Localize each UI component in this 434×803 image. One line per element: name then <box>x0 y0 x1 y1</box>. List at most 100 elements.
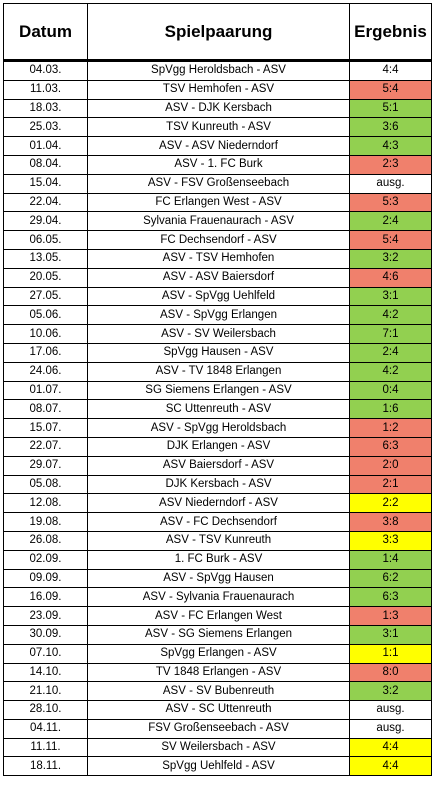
date-cell: 26.08. <box>3 530 88 551</box>
result-cell: 7:1 <box>349 324 432 344</box>
result-cell: ausg. <box>349 173 432 194</box>
match-cell: ASV - FC Dechsendorf <box>87 512 350 532</box>
match-cell: Sylvania Frauenaurach - ASV <box>87 211 350 232</box>
date-cell: 14.10. <box>3 662 88 683</box>
date-cell: 19.08. <box>3 512 88 532</box>
table-row: 08.07. SC Uttenreuth - ASV 1:6 <box>3 399 432 420</box>
match-cell: SV Weilersbach - ASV <box>87 737 350 758</box>
match-cell: DJK Kersbach - ASV <box>87 474 350 495</box>
table-row: 07.10. SpVgg Erlangen - ASV 1:1 <box>3 643 432 664</box>
result-cell: 2:4 <box>349 211 432 232</box>
match-cell: ASV - 1. FC Burk <box>87 154 350 175</box>
match-cell: TSV Kunreuth - ASV <box>87 117 350 138</box>
match-cell: SpVgg Uehlfeld - ASV <box>87 756 350 777</box>
match-cell: ASV - SpVgg Uehlfeld <box>87 286 350 307</box>
table-row: 20.05. ASV - ASV Baiersdorf 4:6 <box>3 267 432 288</box>
date-cell: 05.06. <box>3 305 88 326</box>
match-cell: ASV - FSV Großenseebach <box>87 173 350 194</box>
match-cell: 1. FC Burk - ASV <box>87 549 350 570</box>
match-cell: ASV - TSV Kunreuth <box>87 530 350 551</box>
table-row: 29.04. Sylvania Frauenaurach - ASV 2:4 <box>3 211 432 232</box>
table-row: 23.09. ASV - FC Erlangen West 1:3 <box>3 606 432 626</box>
match-cell: ASV - ASV Baiersdorf <box>87 267 350 288</box>
date-cell: 04.03. <box>3 60 88 81</box>
match-cell: DJK Erlangen - ASV <box>87 436 350 457</box>
result-cell: 1:3 <box>349 606 432 626</box>
result-cell: 1:4 <box>349 549 432 570</box>
date-cell: 17.06. <box>3 342 88 363</box>
match-cell: ASV - ASV Niederndorf <box>87 136 350 156</box>
match-cell: SpVgg Hausen - ASV <box>87 342 350 363</box>
table-row: 09.09. ASV - SpVgg Hausen 6:2 <box>3 568 432 589</box>
date-cell: 15.04. <box>3 173 88 194</box>
match-cell: TSV Hemhofen - ASV <box>87 79 350 100</box>
table-row: 29.07. ASV Baiersdorf - ASV 2:0 <box>3 455 432 476</box>
table-row: 02.09. 1. FC Burk - ASV 1:4 <box>3 549 432 570</box>
match-cell: SpVgg Erlangen - ASV <box>87 643 350 664</box>
date-cell: 30.09. <box>3 624 88 645</box>
result-cell: 2:2 <box>349 493 432 514</box>
date-cell: 28.10. <box>3 700 88 720</box>
date-cell: 25.03. <box>3 117 88 138</box>
table-row: 18.11. SpVgg Uehlfeld - ASV 4:4 <box>3 756 432 777</box>
date-cell: 04.11. <box>3 718 88 739</box>
match-cell: ASV - TSV Hemhofen <box>87 248 350 269</box>
match-cell: FC Erlangen West - ASV <box>87 192 350 213</box>
result-cell: 6:3 <box>349 587 432 608</box>
table-row: 17.06. SpVgg Hausen - ASV 2:4 <box>3 342 432 363</box>
header-match: Spielpaarung <box>87 3 350 62</box>
table-row: 26.08. ASV - TSV Kunreuth 3:3 <box>3 530 432 551</box>
table-row: 11.03. TSV Hemhofen - ASV 5:4 <box>3 79 432 100</box>
date-cell: 01.04. <box>3 136 88 156</box>
table-row: 04.03. SpVgg Heroldsbach - ASV 4:4 <box>3 60 432 81</box>
table-row: 30.09. ASV - SG Siemens Erlangen 3:1 <box>3 624 432 645</box>
result-cell: 4:2 <box>349 305 432 326</box>
match-cell: ASV Niederndorf - ASV <box>87 493 350 514</box>
date-cell: 27.05. <box>3 286 88 307</box>
match-cell: ASV - SpVgg Heroldsbach <box>87 418 350 438</box>
result-cell: 5:4 <box>349 230 432 250</box>
match-cell: ASV Baiersdorf - ASV <box>87 455 350 476</box>
schedule-body: 04.03. SpVgg Heroldsbach - ASV 4:4 11.03. TS… <box>3 60 432 777</box>
match-cell: FC Dechsendorf - ASV <box>87 230 350 250</box>
table-row: 19.08. ASV - FC Dechsendorf 3:8 <box>3 512 432 532</box>
date-cell: 15.07. <box>3 418 88 438</box>
table-row: 28.10. ASV - SC Uttenreuth ausg. <box>3 700 432 720</box>
match-cell: ASV - SV Weilersbach <box>87 324 350 344</box>
result-cell: 4:2 <box>349 361 432 382</box>
match-cell: FSV Großenseebach - ASV <box>87 718 350 739</box>
table-row: 13.05. ASV - TSV Hemhofen 3:2 <box>3 248 432 269</box>
table-row: 18.03. ASV - DJK Kersbach 5:1 <box>3 98 432 119</box>
result-cell: 0:4 <box>349 380 432 401</box>
table-row: 12.08. ASV Niederndorf - ASV 2:2 <box>3 493 432 514</box>
result-cell: 4:4 <box>349 60 432 81</box>
result-cell: 2:0 <box>349 455 432 476</box>
date-cell: 11.03. <box>3 79 88 100</box>
table-row: 10.06. ASV - SV Weilersbach 7:1 <box>3 324 432 344</box>
result-cell: 4:3 <box>349 136 432 156</box>
match-cell: ASV - SpVgg Erlangen <box>87 305 350 326</box>
match-cell: ASV - SpVgg Hausen <box>87 568 350 589</box>
date-cell: 22.04. <box>3 192 88 213</box>
match-cell: ASV - DJK Kersbach <box>87 98 350 119</box>
table-row: 01.07. SG Siemens Erlangen - ASV 0:4 <box>3 380 432 401</box>
result-cell: 4:4 <box>349 737 432 758</box>
header-result: Ergebnis <box>349 3 432 62</box>
table-row: 05.08. DJK Kersbach - ASV 2:1 <box>3 474 432 495</box>
table-row: 05.06. ASV - SpVgg Erlangen 4:2 <box>3 305 432 326</box>
result-cell: 3:6 <box>349 117 432 138</box>
date-cell: 10.06. <box>3 324 88 344</box>
result-cell: ausg. <box>349 700 432 720</box>
match-cell: SG Siemens Erlangen - ASV <box>87 380 350 401</box>
table-row: 04.11. FSV Großenseebach - ASV ausg. <box>3 718 432 739</box>
date-cell: 01.07. <box>3 380 88 401</box>
result-cell: 3:2 <box>349 248 432 269</box>
result-cell: 3:2 <box>349 681 432 702</box>
date-cell: 18.03. <box>3 98 88 119</box>
table-row: 14.10. TV 1848 Erlangen - ASV 8:0 <box>3 662 432 683</box>
date-cell: 05.08. <box>3 474 88 495</box>
date-cell: 07.10. <box>3 643 88 664</box>
result-cell: 3:1 <box>349 624 432 645</box>
date-cell: 06.05. <box>3 230 88 250</box>
table-row: 01.04. ASV - ASV Niederndorf 4:3 <box>3 136 432 156</box>
